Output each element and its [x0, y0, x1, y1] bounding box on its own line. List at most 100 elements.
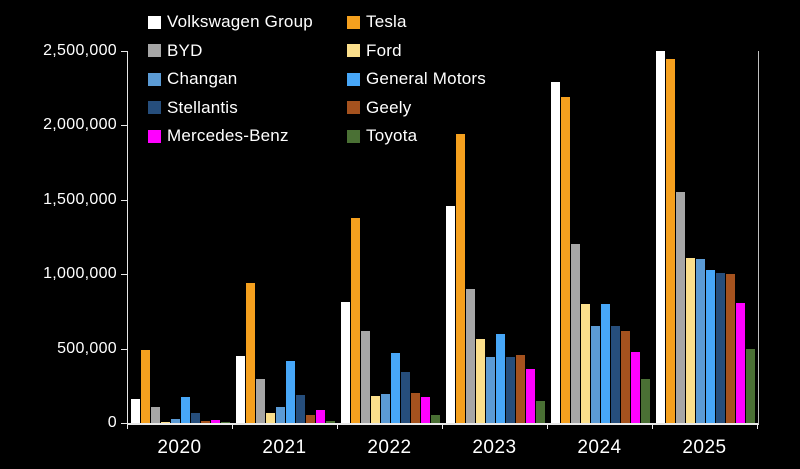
legend-label: General Motors [366, 69, 486, 89]
bar-changan-2023 [486, 357, 495, 423]
bar-geely-2023 [516, 355, 525, 423]
bars-container [128, 51, 758, 423]
legend-label: Geely [366, 97, 412, 117]
bar-group-2025 [656, 51, 755, 423]
bar-byd-2025 [676, 192, 685, 423]
bar-changan-2021 [276, 407, 285, 423]
bar-volkswagen-group-2025 [656, 51, 665, 423]
legend-swatch-ford [347, 44, 360, 58]
legend-swatch-toyota [347, 129, 360, 143]
legend-item-tesla: Tesla [347, 12, 486, 32]
x-axis-label-2025: 2025 [682, 437, 727, 458]
x-axis-label-2022: 2022 [367, 437, 412, 458]
bar-mercedes-benz-2023 [526, 369, 535, 423]
legend-label: Tesla [366, 12, 407, 32]
bar-stellantis-2021 [296, 395, 305, 423]
bar-changan-2022 [381, 394, 390, 423]
bar-tesla-2021 [246, 283, 255, 423]
legend-swatch-changan [148, 72, 161, 86]
legend-item-general-motors: General Motors [347, 69, 486, 89]
bar-stellantis-2020 [191, 413, 200, 423]
y-axis-label: 0 [107, 414, 117, 431]
bar-toyota-2021 [326, 421, 335, 423]
legend-item-toyota: Toyota [347, 126, 486, 146]
y-tick [121, 274, 127, 275]
bar-general-motors-2023 [496, 334, 505, 423]
bar-general-motors-2021 [286, 361, 295, 423]
bar-mercedes-benz-2022 [421, 397, 430, 423]
legend-label: Stellantis [167, 97, 238, 117]
bar-byd-2021 [256, 379, 265, 423]
bar-toyota-2025 [746, 349, 755, 423]
bar-tesla-2023 [456, 134, 465, 423]
bar-geely-2020 [201, 421, 210, 423]
bar-tesla-2025 [666, 59, 675, 423]
y-axis-label: 1,500,000 [43, 191, 117, 208]
bar-volkswagen-group-2021 [236, 356, 245, 423]
legend-label: Volkswagen Group [167, 12, 313, 32]
legend-item-geely: Geely [347, 98, 486, 118]
x-axis-label-2020: 2020 [157, 437, 202, 458]
y-tick [121, 51, 127, 52]
legend-item-ford: Ford [347, 41, 486, 61]
bar-volkswagen-group-2020 [131, 399, 140, 423]
bar-mercedes-benz-2024 [631, 352, 640, 423]
bar-ford-2022 [371, 396, 380, 423]
bar-ford-2021 [266, 413, 275, 423]
legend-item-stellantis: Stellantis [148, 98, 347, 118]
bar-byd-2022 [361, 331, 370, 423]
bar-byd-2024 [571, 244, 580, 423]
bar-ford-2023 [476, 339, 485, 423]
bar-group-2023 [446, 51, 545, 423]
bar-byd-2023 [466, 289, 475, 423]
legend-swatch-stellantis [148, 101, 161, 115]
x-tick [127, 425, 128, 429]
bar-mercedes-benz-2025 [736, 303, 745, 423]
legend-label: Mercedes-Benz [167, 126, 289, 146]
bar-toyota-2023 [536, 401, 545, 423]
bar-changan-2024 [591, 326, 600, 423]
legend-swatch-mercedes-benz [148, 129, 161, 143]
legend-label: Ford [366, 40, 402, 60]
legend-item-byd: BYD [148, 41, 347, 61]
x-axis-label-2023: 2023 [472, 437, 517, 458]
bar-toyota-2024 [641, 379, 650, 423]
bar-group-2021 [236, 51, 335, 423]
bar-geely-2022 [411, 393, 420, 423]
plot-area [127, 51, 759, 425]
legend-swatch-general-motors [347, 72, 360, 86]
bar-stellantis-2024 [611, 326, 620, 423]
legend-item-changan: Changan [148, 69, 347, 89]
bar-general-motors-2024 [601, 304, 610, 423]
legend-label: BYD [167, 40, 203, 60]
y-axis-label: 2,500,000 [43, 42, 117, 59]
x-tick [547, 425, 548, 429]
bar-group-2024 [551, 51, 650, 423]
bar-stellantis-2022 [401, 372, 410, 423]
bar-tesla-2022 [351, 218, 360, 423]
legend-label: Toyota [366, 126, 418, 146]
bar-mercedes-benz-2021 [316, 410, 325, 423]
bar-toyota-2022 [431, 415, 440, 423]
legend-swatch-byd [148, 44, 161, 58]
legend-label: Changan [167, 69, 238, 89]
x-tick [232, 425, 233, 429]
bar-geely-2021 [306, 415, 315, 423]
bar-changan-2025 [696, 259, 705, 423]
x-tick [337, 425, 338, 429]
bar-ford-2025 [686, 258, 695, 423]
legend-swatch-geely [347, 101, 360, 115]
bar-volkswagen-group-2024 [551, 82, 560, 423]
bar-group-2022 [341, 51, 440, 423]
bar-byd-2020 [151, 407, 160, 423]
bar-volkswagen-group-2023 [446, 206, 455, 423]
legend-swatch-volkswagen-group [148, 15, 161, 29]
legend-item-mercedes-benz: Mercedes-Benz [148, 126, 347, 146]
legend-item-volkswagen-group: Volkswagen Group [148, 12, 347, 32]
bar-geely-2024 [621, 331, 630, 423]
bar-ford-2020 [161, 422, 170, 423]
bar-tesla-2020 [141, 350, 150, 423]
bar-tesla-2024 [561, 97, 570, 423]
bar-group-2020 [131, 51, 230, 423]
bar-changan-2020 [171, 419, 180, 423]
